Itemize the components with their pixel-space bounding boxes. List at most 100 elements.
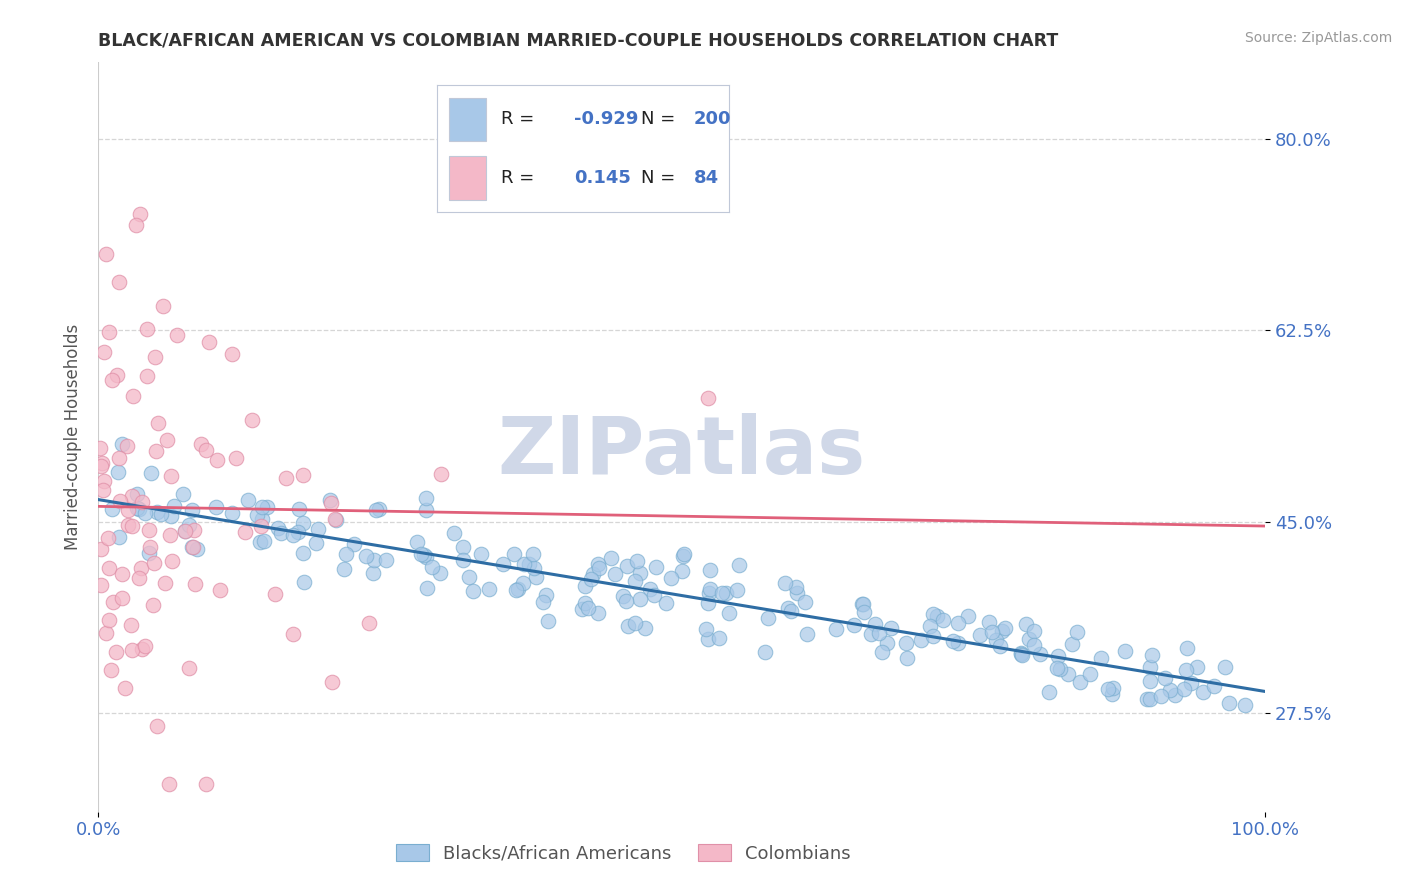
Point <box>942 634 965 648</box>
Point <box>582 567 605 582</box>
Point <box>125 500 148 515</box>
Point <box>524 569 547 583</box>
Point <box>291 468 314 483</box>
Point <box>638 582 661 597</box>
Point <box>139 540 162 554</box>
Point <box>478 582 501 596</box>
Point <box>162 499 184 513</box>
Point <box>927 608 949 623</box>
Point <box>98 325 121 339</box>
Point <box>461 584 484 599</box>
Point <box>100 501 122 516</box>
Point <box>1174 664 1197 678</box>
Point <box>1022 624 1045 638</box>
Point <box>221 506 243 520</box>
Point <box>946 616 969 631</box>
Point <box>1022 638 1045 652</box>
Point <box>981 625 1004 640</box>
Point <box>896 636 918 650</box>
Point <box>181 540 204 554</box>
Point <box>780 604 803 618</box>
Point <box>281 627 304 641</box>
Point <box>697 391 720 405</box>
Point <box>957 608 980 623</box>
Point <box>603 566 626 581</box>
Point <box>127 487 149 501</box>
Point <box>93 475 115 489</box>
Point <box>671 565 693 579</box>
Point <box>796 627 818 641</box>
Point <box>129 207 152 221</box>
Point <box>142 598 165 612</box>
Point <box>470 547 492 561</box>
Point <box>181 540 204 554</box>
Point <box>458 570 481 584</box>
Point <box>333 562 356 576</box>
Point <box>98 613 121 627</box>
Point <box>128 571 150 585</box>
Point <box>612 590 634 604</box>
Point <box>628 566 651 580</box>
Point <box>159 528 181 542</box>
Point <box>101 595 124 609</box>
Point <box>1078 666 1101 681</box>
Point <box>696 632 718 646</box>
Point <box>870 645 893 659</box>
Point <box>754 645 776 659</box>
Point <box>129 561 152 575</box>
Point <box>699 563 721 577</box>
Point <box>643 588 665 602</box>
Point <box>98 561 121 575</box>
Point <box>363 566 385 580</box>
Point <box>880 621 903 635</box>
Point <box>159 469 181 483</box>
Point <box>415 491 437 505</box>
Point <box>174 524 197 539</box>
Point <box>1046 649 1069 664</box>
Point <box>105 368 128 383</box>
Point <box>134 506 156 520</box>
Point <box>1018 632 1040 647</box>
Point <box>1010 646 1032 660</box>
Point <box>166 327 188 342</box>
Point <box>576 601 599 615</box>
Point <box>617 619 640 633</box>
Point <box>249 534 271 549</box>
Point <box>145 443 167 458</box>
Point <box>90 458 112 473</box>
Point <box>343 536 366 550</box>
Point <box>90 578 112 592</box>
Point <box>208 582 231 597</box>
Point <box>1097 681 1119 696</box>
Point <box>718 606 741 620</box>
Point <box>96 626 118 640</box>
Point <box>186 541 208 556</box>
Text: ZIPatlas: ZIPatlas <box>498 413 866 491</box>
Point <box>267 521 290 535</box>
Point <box>645 559 668 574</box>
Point <box>1057 666 1080 681</box>
Point <box>125 219 148 233</box>
Point <box>1154 671 1177 685</box>
Point <box>868 625 890 640</box>
Point <box>97 531 120 545</box>
Point <box>139 466 162 480</box>
Point <box>91 456 114 470</box>
Point <box>110 591 132 606</box>
Point <box>1159 683 1181 698</box>
Point <box>325 513 347 527</box>
Point <box>89 441 111 455</box>
Point <box>851 598 873 612</box>
Point <box>323 511 346 525</box>
Point <box>145 505 167 519</box>
Point <box>190 437 212 451</box>
Point <box>288 501 311 516</box>
Point <box>292 574 315 589</box>
Point <box>492 557 515 571</box>
Point <box>221 347 243 361</box>
Point <box>121 389 143 403</box>
Point <box>1185 660 1208 674</box>
Point <box>135 368 157 383</box>
Point <box>628 591 651 606</box>
Point <box>160 508 183 523</box>
